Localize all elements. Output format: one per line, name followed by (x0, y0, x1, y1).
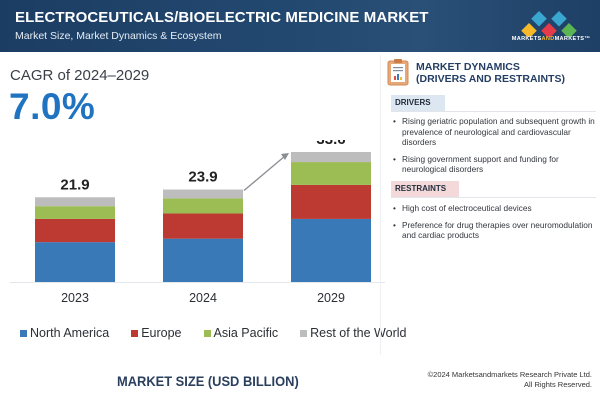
copyright-line-1: ©2024 Marketsandmarkets Research Private… (427, 370, 592, 379)
growth-arrow-line (243, 155, 286, 192)
total-label-2024: 23.9 (188, 169, 217, 186)
panel-divider (380, 55, 381, 355)
logo-diamonds-icon (521, 10, 577, 39)
logo-diamond-blue-right (551, 10, 567, 27)
bar-segment-north-america-2029 (291, 218, 371, 282)
chart-title: MARKET SIZE (USD BILLION) (117, 373, 299, 389)
x-tick-label-2023: 2023 (61, 291, 89, 305)
legend-swatch (203, 329, 211, 337)
clipboard-chart-icon (387, 59, 409, 86)
bar-segment-europe-2024 (163, 213, 243, 239)
report-subtitle: Market Size, Market Dynamics & Ecosystem (15, 30, 222, 42)
restraint-item: Preference for drug therapies over neuro… (391, 220, 596, 241)
driver-item: Rising geriatric population and subseque… (391, 116, 596, 148)
logo-diamond-blue-left (531, 10, 547, 27)
copyright: ©2024 Marketsandmarkets Research Private… (428, 370, 592, 390)
copyright-line-2: All Rights Reserved. (524, 380, 592, 389)
restraints-underline (391, 197, 596, 198)
legend-label: Europe (141, 326, 182, 340)
drivers-underline (391, 111, 596, 112)
legend-item-asia-pacific: Asia Pacific (203, 326, 279, 340)
x-tick-label-2029: 2029 (317, 291, 345, 305)
growth-arrow-head (281, 153, 289, 160)
bar-segment-rest-of-the-world-2023 (35, 197, 115, 207)
bar-segment-asia-pacific-2029 (291, 162, 371, 185)
legend-swatch (300, 329, 308, 337)
legend-label: Asia Pacific (213, 326, 279, 340)
logo-diamond-green (561, 23, 577, 39)
legend-swatch (20, 329, 27, 337)
bar-segment-asia-pacific-2023 (35, 206, 115, 219)
logo-diamond-yellow (521, 23, 537, 39)
bar-segment-europe-2029 (291, 184, 371, 219)
dynamics-title: MARKET DYNAMICS (DRIVERS AND RESTRAINTS) (416, 61, 565, 85)
legend-item-europe: Europe (131, 326, 182, 340)
dynamics-title-line-2: (DRIVERS AND RESTRAINTS) (416, 73, 565, 85)
market-size-chart: 21.9 2023 23.9 2024 33.6 2029 (10, 140, 385, 305)
legend-label: North America (30, 326, 110, 340)
restraints-list: High cost of electroceutical devices Pre… (391, 203, 596, 247)
legend-item-rest-of-the-world: Rest of the World (300, 326, 406, 340)
chart-legend: North America Europe Asia Pacific Rest of t… (20, 326, 406, 340)
restraint-item: High cost of electroceutical devices (391, 203, 596, 214)
logo-diamond-red (541, 23, 557, 39)
legend-swatch (131, 329, 139, 337)
dynamics-title-line-1: MARKET DYNAMICS (416, 61, 520, 73)
header-banner: ELECTROCEUTICALS/BIOELECTRIC MEDICINE MA… (0, 0, 600, 52)
drivers-list: Rising geriatric population and subseque… (391, 116, 596, 181)
cagr-label: CAGR of 2024–2029 (10, 67, 150, 84)
bar-segment-rest-of-the-world-2029 (291, 152, 371, 163)
total-label-2023: 21.9 (60, 176, 89, 193)
report-title: ELECTROCEUTICALS/BIOELECTRIC MEDICINE MA… (15, 9, 429, 26)
bar-segment-europe-2023 (35, 218, 115, 243)
bar-segment-north-america-2023 (35, 242, 115, 282)
legend-item-north-america: North America (20, 326, 109, 340)
restraints-tag: RESTRAINTS (391, 181, 459, 197)
logo-text: MARKETSANDMARKETS™ (511, 36, 591, 42)
driver-item: Rising government support and funding fo… (391, 154, 596, 175)
legend-label: Rest of the World (310, 326, 407, 340)
cagr-value: 7.0% (9, 86, 96, 127)
x-tick-label-2024: 2024 (189, 291, 217, 305)
drivers-tag: DRIVERS (391, 95, 445, 111)
marketsandmarkets-logo[interactable]: MARKETSANDMARKETS™ (505, 9, 595, 49)
total-label-2029: 33.6 (316, 140, 345, 148)
bar-segment-asia-pacific-2024 (163, 198, 243, 214)
bar-segment-rest-of-the-world-2024 (163, 189, 243, 199)
bar-segment-north-america-2024 (163, 238, 243, 282)
